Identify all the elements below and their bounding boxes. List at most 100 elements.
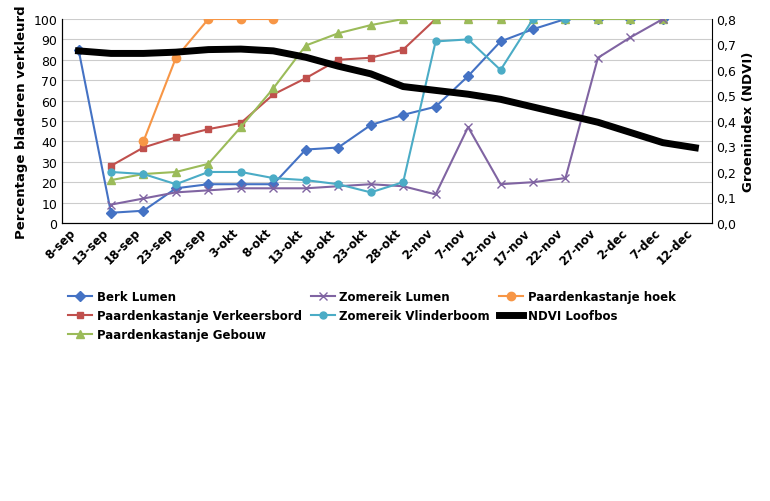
Line: Zomereik Vlinderboom: Zomereik Vlinderboom (108, 17, 569, 196)
Berk Lumen (658, 17, 668, 23)
Paardenkastanje Gebouw (528, 17, 537, 23)
Zomereik Lumen (561, 176, 570, 182)
Paardenkastanje Gebouw (106, 178, 115, 184)
Zomereik Lumen (496, 182, 505, 188)
NDVI Loofbos (464, 92, 473, 98)
NDVI Loofbos (171, 50, 180, 56)
Paardenkastanje Verkeersbord (366, 56, 375, 62)
Paardenkastanje hoek (236, 17, 246, 23)
NDVI Loofbos (301, 55, 310, 61)
Paardenkastanje hoek (139, 139, 148, 145)
Berk Lumen (594, 17, 603, 23)
Zomereik Vlinderboom (204, 170, 213, 176)
Y-axis label: Percentage bladeren verkleurd: Percentage bladeren verkleurd (15, 5, 28, 238)
NDVI Loofbos (139, 51, 148, 57)
NDVI Loofbos (366, 72, 375, 78)
Zomereik Vlinderboom (496, 68, 505, 74)
Paardenkastanje Gebouw (594, 17, 603, 23)
NDVI Loofbos (528, 105, 537, 111)
Line: Berk Lumen: Berk Lumen (75, 17, 666, 217)
Paardenkastanje Verkeersbord (431, 17, 440, 23)
Paardenkastanje Verkeersbord (496, 17, 505, 23)
Paardenkastanje Gebouw (333, 31, 343, 37)
Berk Lumen (626, 17, 635, 23)
Paardenkastanje Verkeersbord (301, 76, 310, 82)
NDVI Loofbos (658, 140, 668, 146)
Zomereik Vlinderboom (399, 180, 408, 186)
Zomereik Lumen (431, 192, 440, 198)
Zomereik Vlinderboom (464, 37, 473, 43)
NDVI Loofbos (626, 130, 635, 136)
Paardenkastanje Verkeersbord (139, 145, 148, 151)
Zomereik Vlinderboom (171, 182, 180, 188)
Paardenkastanje Verkeersbord (171, 135, 180, 141)
Zomereik Lumen (106, 202, 115, 208)
Berk Lumen (399, 113, 408, 119)
Legend: Berk Lumen, Paardenkastanje Verkeersbord, Paardenkastanje Gebouw, Zomereik Lumen: Berk Lumen, Paardenkastanje Verkeersbord… (69, 291, 675, 341)
Paardenkastanje hoek (171, 56, 180, 62)
Berk Lumen (269, 182, 278, 188)
Paardenkastanje Gebouw (399, 17, 408, 23)
Paardenkastanje Gebouw (236, 125, 246, 131)
Zomereik Lumen (333, 184, 343, 190)
Berk Lumen (301, 147, 310, 153)
Paardenkastanje hoek (204, 17, 213, 23)
Zomereik Vlinderboom (528, 17, 537, 23)
NDVI Loofbos (204, 48, 213, 54)
Zomereik Lumen (626, 35, 635, 41)
Paardenkastanje Gebouw (301, 44, 310, 50)
NDVI Loofbos (269, 49, 278, 55)
Zomereik Lumen (139, 196, 148, 202)
NDVI Loofbos (74, 49, 83, 55)
Paardenkastanje Gebouw (139, 172, 148, 178)
Berk Lumen (528, 27, 537, 33)
Paardenkastanje Gebouw (431, 17, 440, 23)
NDVI Loofbos (333, 64, 343, 70)
Berk Lumen (366, 123, 375, 129)
Berk Lumen (74, 48, 83, 54)
Berk Lumen (333, 145, 343, 151)
Paardenkastanje Gebouw (626, 17, 635, 23)
NDVI Loofbos (431, 88, 440, 94)
Zomereik Lumen (269, 186, 278, 192)
Paardenkastanje Verkeersbord (333, 58, 343, 64)
Berk Lumen (106, 210, 115, 216)
Line: Paardenkastanje Verkeersbord: Paardenkastanje Verkeersbord (108, 17, 504, 170)
Zomereik Lumen (171, 190, 180, 196)
Paardenkastanje hoek (269, 17, 278, 23)
Zomereik Vlinderboom (366, 190, 375, 196)
Zomereik Lumen (204, 188, 213, 194)
Paardenkastanje Gebouw (496, 17, 505, 23)
Zomereik Lumen (528, 180, 537, 186)
Line: Paardenkastanje hoek: Paardenkastanje hoek (139, 16, 277, 146)
Zomereik Lumen (658, 17, 668, 23)
NDVI Loofbos (236, 47, 246, 53)
NDVI Loofbos (561, 112, 570, 118)
Zomereik Vlinderboom (431, 40, 440, 46)
NDVI Loofbos (691, 145, 700, 151)
Zomereik Lumen (594, 56, 603, 62)
Line: Zomereik Lumen: Zomereik Lumen (107, 16, 667, 209)
Zomereik Vlinderboom (269, 176, 278, 182)
Berk Lumen (204, 182, 213, 188)
Paardenkastanje Verkeersbord (204, 127, 213, 133)
Zomereik Lumen (464, 125, 473, 131)
Berk Lumen (431, 105, 440, 111)
Line: Paardenkastanje Gebouw: Paardenkastanje Gebouw (107, 16, 667, 185)
Paardenkastanje Verkeersbord (236, 121, 246, 127)
Berk Lumen (171, 186, 180, 192)
Paardenkastanje Gebouw (269, 86, 278, 92)
Line: NDVI Loofbos: NDVI Loofbos (79, 50, 695, 148)
Zomereik Lumen (399, 184, 408, 190)
Zomereik Lumen (236, 186, 246, 192)
Zomereik Lumen (366, 182, 375, 188)
Berk Lumen (496, 40, 505, 46)
Zomereik Lumen (301, 186, 310, 192)
Berk Lumen (464, 74, 473, 80)
Paardenkastanje Verkeersbord (464, 17, 473, 23)
Zomereik Vlinderboom (333, 182, 343, 188)
Y-axis label: Groenindex (NDVI): Groenindex (NDVI) (742, 52, 755, 192)
NDVI Loofbos (399, 84, 408, 90)
Berk Lumen (139, 208, 148, 214)
Paardenkastanje Gebouw (366, 23, 375, 29)
